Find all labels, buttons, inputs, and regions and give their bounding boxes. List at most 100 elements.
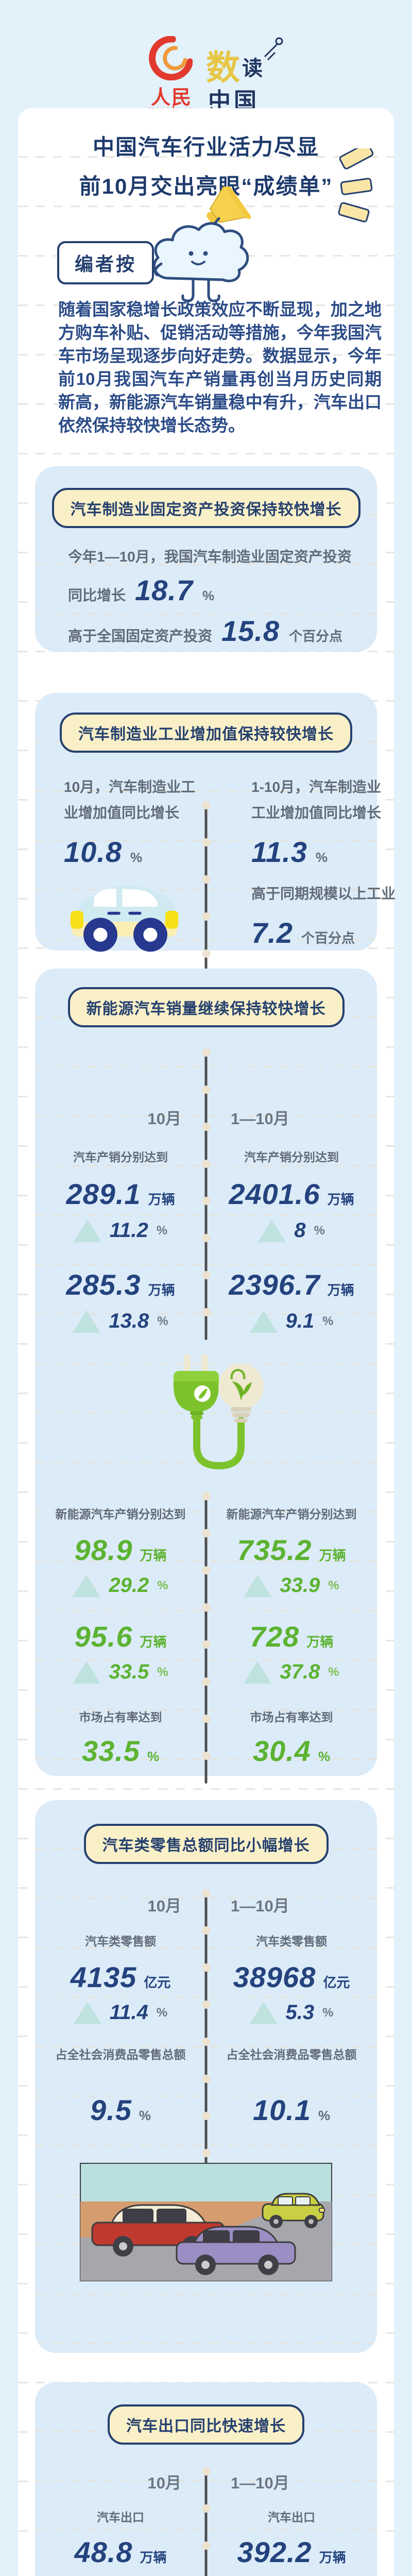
s3-nev-oct-production-delta-unit: % <box>157 1578 168 1592</box>
s4-ytd-unit: 亿元 <box>323 1975 350 1990</box>
s2-right-text: 1-10月，汽车制造业工业增加值同比增长 <box>251 779 382 821</box>
s3-nev-ytd-production-delta: 33.9 <box>280 1574 320 1597</box>
s3-oct-sales-delta-unit: % <box>157 1314 168 1328</box>
s3-nev-oct-sales-delta: 33.5 <box>109 1660 149 1683</box>
editor-note-body: 随着国家稳增长政策效应不断显现，加之地方购车补贴、促销活动等措施，今年我国汽车市… <box>58 300 382 435</box>
s5-col-header-jan-oct: 1—10月 <box>231 2474 289 2492</box>
s3-ytd-production-delta: 8 <box>294 1219 306 1242</box>
pin-decoration-icon <box>264 37 283 61</box>
s3-nev-ytd-production: 735.2 <box>237 1534 312 1566</box>
up-triangle-icon <box>73 2001 101 2024</box>
up-triangle-icon <box>73 1660 101 1684</box>
up-triangle-icon <box>249 1310 278 1333</box>
s3-ytd-sales: 2396.7 <box>229 1268 320 1301</box>
up-triangle-icon <box>244 1660 272 1684</box>
s3-nev-ytd-sales: 728 <box>249 1620 300 1653</box>
up-triangle-icon <box>73 1310 101 1333</box>
s4-share-right-unit: % <box>318 2108 331 2123</box>
s3-ytd-production: 2401.6 <box>229 1178 320 1210</box>
section-fixed-investment: 汽车制造业固定资产投资保持较快增长 今年1—10月，我国汽车制造业固定资产投资 … <box>35 466 377 652</box>
s1-intro: 今年1—10月，我国汽车制造业固定资产投资 <box>68 549 352 565</box>
s3-ytd-sales-delta-unit: % <box>322 1314 334 1328</box>
s3-oct-production: 289.1 <box>66 1178 141 1210</box>
up-triangle-icon <box>249 2001 278 2024</box>
s3-share-left-label: 市场占有率达到 <box>79 1710 162 1724</box>
parking-cars-illustration <box>80 2163 332 2281</box>
s3-nev-oct-production: 98.9 <box>74 1534 133 1566</box>
s2-left-value: 10.8 <box>64 836 122 868</box>
s2-right-value: 11.3 <box>251 836 307 868</box>
s5-ytd-export: 392.2 <box>237 2536 312 2568</box>
s5-oct-export-unit: 万辆 <box>140 2550 167 2565</box>
section5-title-pill: 汽车出口同比快速增长 <box>108 2404 304 2445</box>
s3-oct-production-unit: 万辆 <box>148 1192 175 1207</box>
page-title-line2: 前10月交出亮眼“成绩单” <box>79 174 333 198</box>
s3-nev-right-label: 新能源汽车产销分别达到 <box>226 1507 357 1521</box>
s1-stat2-unit: 个百分点 <box>289 629 343 644</box>
s4-oct-unit: 亿元 <box>144 1975 171 1990</box>
column-divider <box>204 1052 208 1340</box>
s5-col-header-october: 10月 <box>147 2474 181 2492</box>
s4-ytd-delta: 5.3 <box>285 2001 315 2024</box>
s3-share-right-label: 市场占有率达到 <box>250 1710 333 1724</box>
s3-nev-oct-production-unit: 万辆 <box>140 1548 167 1563</box>
content-card: 中国汽车行业活力尽显 前10月交出亮眼“成绩单” 编者按 随着国家稳增长政策效应… <box>18 108 396 2576</box>
up-triangle-icon <box>258 1219 286 1242</box>
logo-char-shu: 数 <box>206 48 240 87</box>
s3-nev-oct-sales-unit: 万辆 <box>140 1634 167 1650</box>
s3-share-left-value: 33.5 <box>81 1735 140 1767</box>
page-title-line1: 中国汽车行业活力尽显 <box>92 135 319 159</box>
s4-share-left-value: 9.5 <box>90 2094 132 2126</box>
editor-note-label: 编者按 <box>57 241 154 284</box>
peoplecn-logo-icon <box>149 36 193 80</box>
up-triangle-icon <box>244 1574 272 1597</box>
section4-title-pill: 汽车类零售总额同比小幅增长 <box>83 1824 329 1864</box>
section-auto-export: 汽车出口同比快速增长 10月 1—10月 汽车出口 48.8 万辆 44.2 % <box>35 2382 377 2576</box>
s4-col-header-october: 10月 <box>147 1897 181 1915</box>
s5-ytd-export-delta: 59.7 <box>280 2575 320 2576</box>
s4-oct-delta: 11.4 <box>109 2001 148 2024</box>
s4-share-right-label: 占全社会消费品零售总额 <box>226 2048 357 2061</box>
s3-oct-sales-delta: 13.8 <box>109 1310 149 1332</box>
s1-stat1-label: 同比增长 <box>68 587 126 603</box>
s2-extra-label: 高于同期规模以上工业 <box>251 886 396 902</box>
car-icon <box>70 886 179 952</box>
s4-ytd-delta-unit: % <box>322 2005 334 2020</box>
s5-right-label: 汽车出口 <box>268 2511 315 2524</box>
s4-left-label: 汽车类零售额 <box>85 1935 156 1948</box>
section-nev-sales: 新能源汽车销量继续保持较快增长 10月 1—10月 汽车产销分别达到 289.1… <box>35 969 377 1784</box>
s3-nev-oct-sales-delta-unit: % <box>157 1665 168 1679</box>
s1-stat1-unit: % <box>202 588 215 603</box>
s4-share-left-label: 占全社会消费品零售总额 <box>55 2048 186 2061</box>
s3-oct-sales-unit: 万辆 <box>148 1282 175 1298</box>
s3-right-label: 汽车产销分别达到 <box>244 1150 339 1164</box>
section-industrial-added-value: 汽车制造业工业增加值保持较快增长 10月，汽车制造业工业增加值同比增长 10.8… <box>35 693 396 994</box>
s5-oct-export-delta: 44.2 <box>109 2575 149 2576</box>
column-divider <box>204 1495 208 1784</box>
s5-ytd-export-unit: 万辆 <box>319 2550 346 2565</box>
cloud-mascot-megaphone-icon <box>152 187 251 302</box>
s3-nev-ytd-sales-unit: 万辆 <box>306 1634 334 1650</box>
s3-share-left-unit: % <box>147 1749 160 1764</box>
up-triangle-icon <box>73 1219 101 1242</box>
s4-oct-value: 4135 <box>70 1961 137 1993</box>
section2-title-pill: 汽车制造业工业增加值保持较快增长 <box>60 713 352 753</box>
s3-ytd-sales-unit: 万辆 <box>327 1282 354 1298</box>
sparkle-icon <box>338 148 374 223</box>
s3-oct-production-delta: 11.2 <box>109 1219 148 1242</box>
s3-ytd-production-delta-unit: % <box>314 1223 325 1238</box>
s3-nev-left-label: 新能源汽车产销分别达到 <box>55 1507 186 1521</box>
section-retail-total: 汽车类零售总额同比小幅增长 10月 1—10月 汽车类零售额 4135 亿元 1… <box>35 1800 377 2353</box>
plug-bulb-icon <box>174 1354 264 1470</box>
s2-left-text: 10月，汽车制造业工业增加值同比增长 <box>64 779 196 821</box>
s3-ytd-production-unit: 万辆 <box>327 1192 354 1207</box>
s3-oct-production-delta-unit: % <box>156 1223 168 1238</box>
s3-left-label: 汽车产销分别达到 <box>73 1150 168 1164</box>
s4-right-label: 汽车类零售额 <box>256 1935 327 1948</box>
s1-stat1-value: 18.7 <box>135 574 194 606</box>
up-triangle-icon <box>73 1574 101 1597</box>
s2-left-unit: % <box>130 850 143 865</box>
column-divider <box>204 1892 208 2191</box>
s3-nev-ytd-sales-delta: 37.8 <box>280 1660 320 1683</box>
